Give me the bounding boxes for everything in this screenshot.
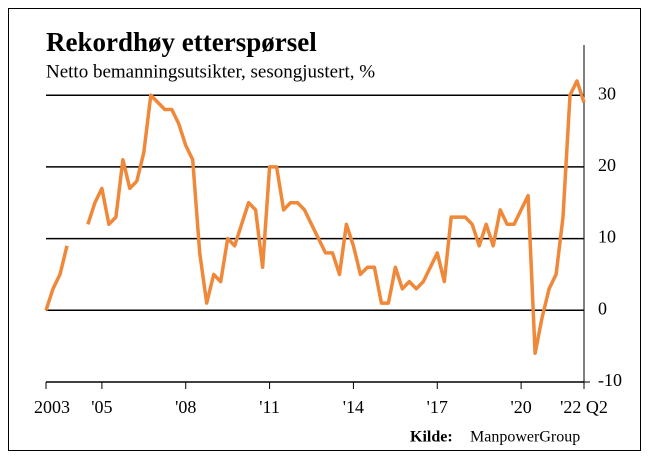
x-tick-label: '14 — [343, 397, 364, 417]
x-tick-label: '22 Q2 — [560, 397, 608, 417]
x-tick-label: '05 — [91, 397, 112, 417]
x-tick-label: '11 — [259, 397, 280, 417]
chart-subtitle: Netto bemanningsutsikter, sesongjustert,… — [46, 61, 375, 82]
y-tick-label: 20 — [598, 155, 616, 175]
source-label: Kilde: — [410, 429, 453, 446]
y-tick-label: 10 — [598, 227, 616, 247]
data-line — [44, 79, 586, 356]
y-tick-label: 0 — [598, 298, 607, 318]
x-tick-label: '08 — [175, 397, 196, 417]
y-tick-label: 30 — [598, 83, 616, 103]
source: ManpowerGroup — [470, 429, 580, 446]
x-tick-label: 2003 — [34, 397, 70, 417]
chart-title: Rekordhøy etterspørsel — [46, 27, 317, 57]
x-tick-label: '17 — [427, 397, 448, 417]
x-tick-label: '20 — [510, 397, 531, 417]
frame — [8, 8, 641, 451]
y-tick-label: -10 — [598, 370, 622, 390]
